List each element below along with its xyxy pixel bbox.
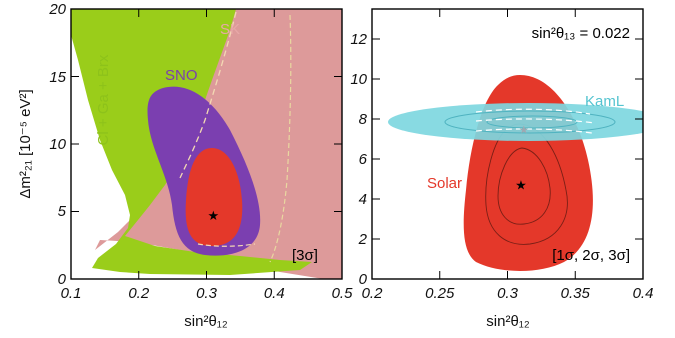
left-best-fit-star: ★ [207,208,219,223]
right-xtick-label: 0.4 [633,285,654,302]
right-ytick-label: 12 [350,31,367,48]
left-ytick-label: 10 [49,136,66,153]
right-xtick-label: 0.25 [425,285,455,302]
left-y-axis-label: Δm²₂₁ [10⁻⁵ eV²] [17,89,34,198]
solar-best-fit-star: ★ [515,178,527,193]
kaml-1sigma-contour [486,115,578,129]
solar-dashed-contour [475,108,596,134]
left-xtick-label: 0.2 [128,285,150,302]
right-xtick-label: 0.35 [561,285,591,302]
right-ytick-label: 0 [359,271,368,288]
right-xtick-label: 0.2 [362,285,384,302]
left-xtick-label: 0.5 [332,285,354,302]
right-corner-label: [1σ, 2σ, 3σ] [552,247,630,264]
left-xtick-label: 0.3 [196,285,218,302]
kaml-label: KamL [585,93,624,110]
left-xtick-label: 0.4 [264,285,285,302]
left-ytick-label: 15 [49,69,66,86]
left-ytick-label: 0 [58,271,67,288]
left-ytick-label: 5 [58,203,67,220]
right-panel: 0.2 0.25 0.3 0.35 0.4 0 2 4 6 8 10 12 si… [350,8,654,330]
right-xtick-label: 0.3 [497,285,519,302]
solar-label: Solar [427,175,462,192]
sk-label: SK [220,21,240,38]
sk-dashed-contour-right [269,14,292,263]
left-ytick-label: 20 [48,1,66,18]
right-ytick-label: 6 [359,151,368,168]
sk-dashed-contour-bottom [197,243,256,247]
left-ticks [71,9,342,279]
right-ytick-label: 2 [358,231,368,248]
right-x-axis-label: sin²θ₁₂ [486,313,530,330]
left-corner-label: [3σ] [292,247,318,264]
solar-combined-region [185,148,243,246]
left-x-axis-label: sin²θ₁₂ [184,313,228,330]
right-ticks [372,9,643,279]
solar-1sigma-contour [497,147,551,225]
kaml-best-fit-star: ★ [519,125,529,137]
right-ytick-label: 4 [359,191,367,208]
clgabrx-label: Cl + Ga + Brx [95,54,112,145]
right-ytick-label: 8 [359,111,368,128]
right-ytick-label: 10 [350,71,367,88]
clgabrx-region [71,9,312,275]
sno-label: SNO [165,67,198,84]
kaml-2sigma-contour [444,110,616,134]
left-panel: 0.1 0.2 0.3 0.4 0.5 0 5 10 15 20 sin²θ₁₂… [17,1,353,330]
theta13-annotation: sin²θ₁₃ = 0.022 [532,25,630,42]
left-xtick-label: 0.1 [61,285,82,302]
